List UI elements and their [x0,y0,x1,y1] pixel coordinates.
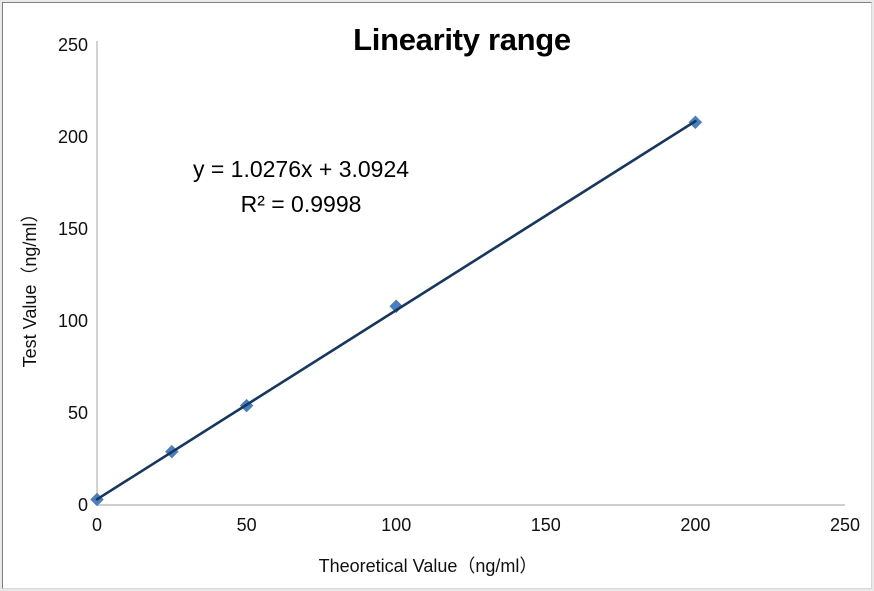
y-tick-label: 150 [58,219,88,239]
x-tick-label: 250 [830,515,860,535]
trendline [95,119,697,501]
chart-title: Linearity range [353,22,571,57]
x-tick-label: 200 [680,515,710,535]
y-tick-label: 0 [78,495,88,515]
trendline-r-squared: R² = 0.9998 [240,191,362,217]
y-tick-label: 200 [58,127,88,147]
x-axis-title: Theoretical Value（ng/ml） [318,556,538,576]
x-tick-label: 50 [237,515,257,535]
trendline-annotation: y = 1.0276x + 3.0924 R² = 0.9998 [153,152,449,222]
x-tick-label: 150 [531,515,561,535]
x-tick-label: 0 [92,515,102,535]
trendline-equation: y = 1.0276x + 3.0924 [192,156,410,182]
y-tick-label: 50 [68,403,88,423]
plot-area: 0 50 100 150 200 250 0 50 100 150 200 250 [58,35,860,535]
y-tick-label: 100 [58,311,88,331]
x-tick-label: 100 [381,515,411,535]
y-tick-label: 250 [58,35,88,55]
